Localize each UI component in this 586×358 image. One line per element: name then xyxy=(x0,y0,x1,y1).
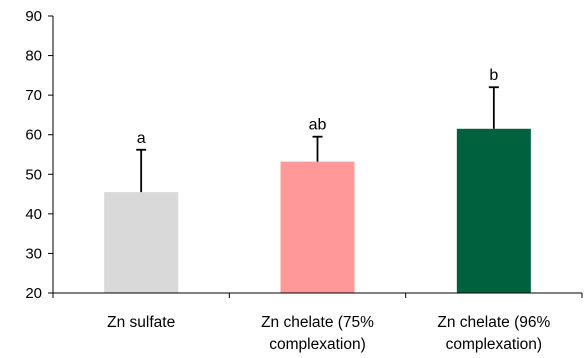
significance-label: ab xyxy=(309,117,327,134)
category-label: Zn sulfate xyxy=(107,314,175,331)
y-tick-label: 50 xyxy=(25,166,42,183)
y-tick-label: 90 xyxy=(25,8,42,25)
bars-layer xyxy=(104,128,531,293)
significance-label: a xyxy=(137,130,146,147)
error-bars-layer xyxy=(136,86,499,193)
significance-labels-layer: a ab b xyxy=(137,67,499,147)
y-tick-label: 40 xyxy=(25,206,42,223)
y-tick-label: 20 xyxy=(25,285,42,302)
bar xyxy=(456,128,531,293)
y-tick-label: 80 xyxy=(25,48,42,65)
category-label: complexation) xyxy=(446,336,543,353)
significance-label: b xyxy=(489,67,498,84)
bar xyxy=(280,161,355,293)
category-label: Zn chelate (75% xyxy=(261,314,374,331)
axes-layer xyxy=(52,16,582,294)
category-labels-layer: Zn sulfate Zn chelate (75% complexation) Zn… xyxy=(107,314,550,353)
y-tick-label: 30 xyxy=(25,245,42,262)
category-label: Zn chelate (96% xyxy=(437,314,550,331)
y-tick-label: 70 xyxy=(25,87,42,104)
y-ticks-layer: 20 30 40 50 60 70 80 90 xyxy=(25,8,53,302)
x-ticks-layer xyxy=(52,293,583,298)
category-label: complexation) xyxy=(269,336,366,353)
y-tick-label: 60 xyxy=(25,127,42,144)
bar xyxy=(104,192,179,293)
